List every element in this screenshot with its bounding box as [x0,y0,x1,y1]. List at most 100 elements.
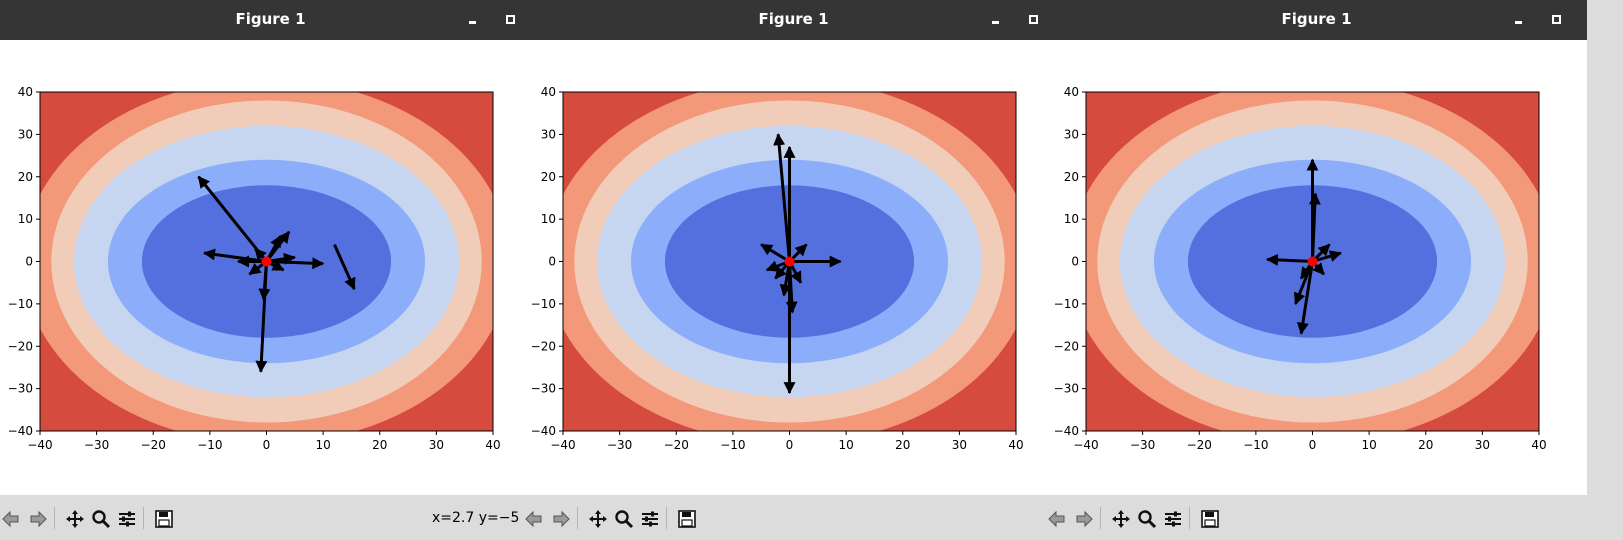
figure-window-1: Figure 1 −40 −30 −20 −10 0 10 20 30 40 −40 −30 −20−… [0,0,541,540]
save-button[interactable] [1199,508,1221,530]
window-title: Figure 1 [235,10,306,28]
y-tick-label: 10 [18,212,33,226]
toolbar-separator [54,507,55,529]
x-tick-label: 20 [1418,438,1433,452]
zoom-button[interactable] [613,508,635,530]
x-tick-label: −10 [720,438,745,452]
configure-subplots-button[interactable] [639,508,661,530]
quiver-arrow [197,175,268,263]
y-tick-label: 40 [541,85,556,99]
forward-button[interactable] [550,508,572,530]
x-tick-label: 10 [838,438,853,452]
pan-icon [589,510,607,528]
forward-arrow-icon [30,510,47,528]
zoom-button[interactable] [90,508,112,530]
figure-canvas[interactable]: −40 −30 −20 −10 0 10 20 30 40 −40 −30 −20 −10 0 10 20 30… [1046,40,1587,495]
x-tick-label: 40 [1531,438,1546,452]
pan-button[interactable] [1110,508,1132,530]
pan-button[interactable] [587,508,609,530]
title-bar[interactable]: Figure 1 [0,0,541,40]
contour-plot[interactable]: −40 −30 −20 −10 0 10 20 30 40 −40 −30 −20 −10 0 10 20 30… [1046,40,1587,495]
forward-arrow-icon [1076,510,1093,528]
save-icon [678,510,696,528]
y-tick-label: 30 [1064,127,1079,141]
y-tick-label: 0 [1071,255,1079,269]
contour-plot[interactable]: −40 −30 −20 −10 0 10 20 30 40 −40 −30 −20 −10 0 10 20 30… [523,40,1064,495]
zoom-icon [92,510,111,529]
y-tick-label: 0 [548,255,556,269]
origin-marker [1307,256,1318,267]
quiver-arrow [1266,253,1313,266]
toolbar-separator [666,507,667,529]
maximize-button[interactable] [1549,13,1563,27]
back-button[interactable] [0,508,22,530]
toolbar-separator [1100,507,1101,529]
figure-window-2: Figure 1 −40 −30 −20 −10 0 10 20 30 40 −40 −30 −20−… [523,0,1064,540]
y-tick-label: −30 [1054,382,1079,396]
back-arrow-icon [525,510,542,528]
forward-button[interactable] [1073,508,1095,530]
pan-button[interactable] [64,508,86,530]
contour-plot[interactable]: −40 −30 −20 −10 0 10 20 30 40 −40 −30 −20 −10 0 10 20 30… [0,40,541,495]
y-tick-label: 10 [541,212,556,226]
title-bar[interactable]: Figure 1 [1046,0,1587,40]
configure-subplots-button[interactable] [1162,508,1184,530]
y-tick-label: 10 [1064,212,1079,226]
y-tick-label: −30 [8,382,33,396]
y-tick-label: −20 [8,339,33,353]
back-button[interactable] [1046,508,1068,530]
configure-subplots-icon [1165,511,1181,527]
zoom-icon [615,510,634,529]
save-button[interactable] [676,508,698,530]
configure-subplots-button[interactable] [116,508,138,530]
quiver-arrow [258,261,271,301]
zoom-button[interactable] [1136,508,1158,530]
y-tick-label: −20 [531,339,556,353]
minimize-button[interactable] [989,13,1003,27]
back-button[interactable] [523,508,545,530]
y-tick-label: 30 [541,127,556,141]
y-tick-label: −10 [8,297,33,311]
y-tick-label: −30 [531,382,556,396]
x-tick-label: 20 [372,438,387,452]
x-tick-label: −40 [27,438,52,452]
window-title: Figure 1 [758,10,829,28]
navigation-toolbar [523,495,1064,540]
x-tick-label: 0 [786,438,794,452]
x-tick-label: 10 [315,438,330,452]
x-tick-label: −20 [664,438,689,452]
figure-canvas[interactable]: −40 −30 −20 −10 0 10 20 30 40 −40 −30 −20 −10 0 10 20 30… [523,40,1064,495]
minimize-button[interactable] [466,13,480,27]
x-tick-label: 30 [429,438,444,452]
quiver-arrow [333,243,356,291]
maximize-button[interactable] [1026,13,1040,27]
x-tick-label: −30 [607,438,632,452]
y-tick-label: −10 [1054,297,1079,311]
x-tick-label: −40 [550,438,575,452]
x-tick-label: 30 [952,438,967,452]
y-tick-label: 20 [18,170,33,184]
quiver-arrow [760,243,791,263]
minimize-button[interactable] [1512,13,1526,27]
origin-marker [261,256,272,267]
figure-canvas[interactable]: −40 −30 −20 −10 0 10 20 30 40 −40 −30 −20 −10 0 10 20 30… [0,40,541,495]
title-bar[interactable]: Figure 1 [523,0,1064,40]
x-tick-label: 0 [1309,438,1317,452]
forward-arrow-icon [553,510,570,528]
navigation-toolbar [1046,495,1587,540]
x-tick-label: 20 [895,438,910,452]
y-tick-label: 20 [1064,170,1079,184]
window-title: Figure 1 [1281,10,1352,28]
save-button[interactable] [153,508,175,530]
forward-button[interactable] [27,508,49,530]
maximize-button[interactable] [503,13,517,27]
y-tick-label: 0 [25,255,33,269]
navigation-toolbar: x=2.7 y=−5 [0,495,541,540]
x-tick-label: −10 [197,438,222,452]
cursor-coordinates-readout: x=2.7 y=−5 [432,510,520,526]
y-tick-label: −40 [531,424,556,438]
toolbar-separator [577,507,578,529]
configure-subplots-icon [642,511,658,527]
x-tick-label: −10 [1243,438,1268,452]
y-tick-label: −40 [1054,424,1079,438]
